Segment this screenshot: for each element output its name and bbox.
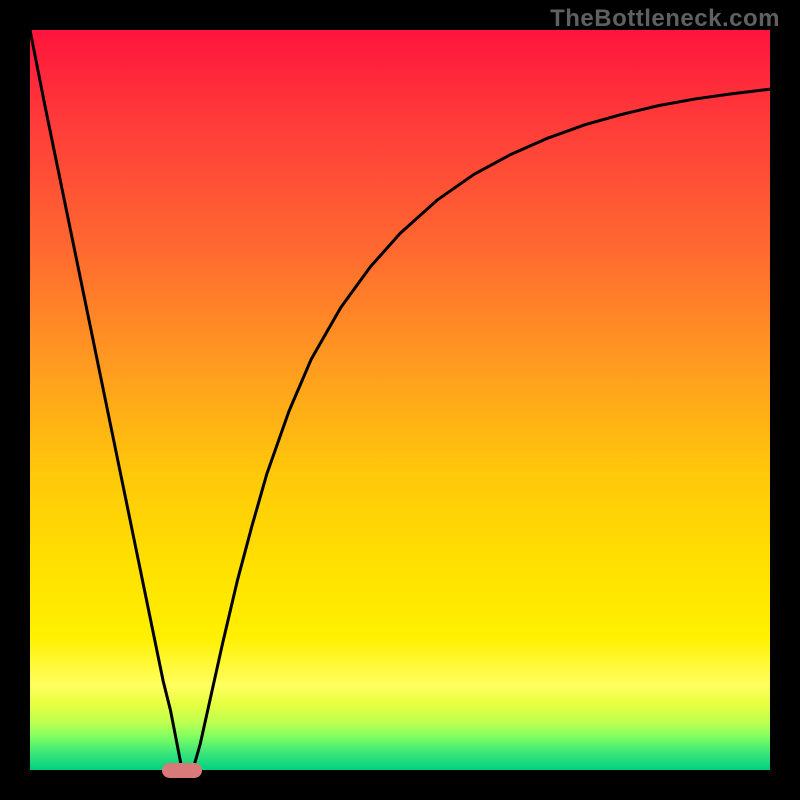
optimum-marker <box>162 763 202 778</box>
watermark-text: TheBottleneck.com <box>550 5 780 33</box>
chart-container: TheBottleneck.com <box>0 0 800 800</box>
plot-area <box>30 30 770 770</box>
chart-svg <box>0 0 800 800</box>
